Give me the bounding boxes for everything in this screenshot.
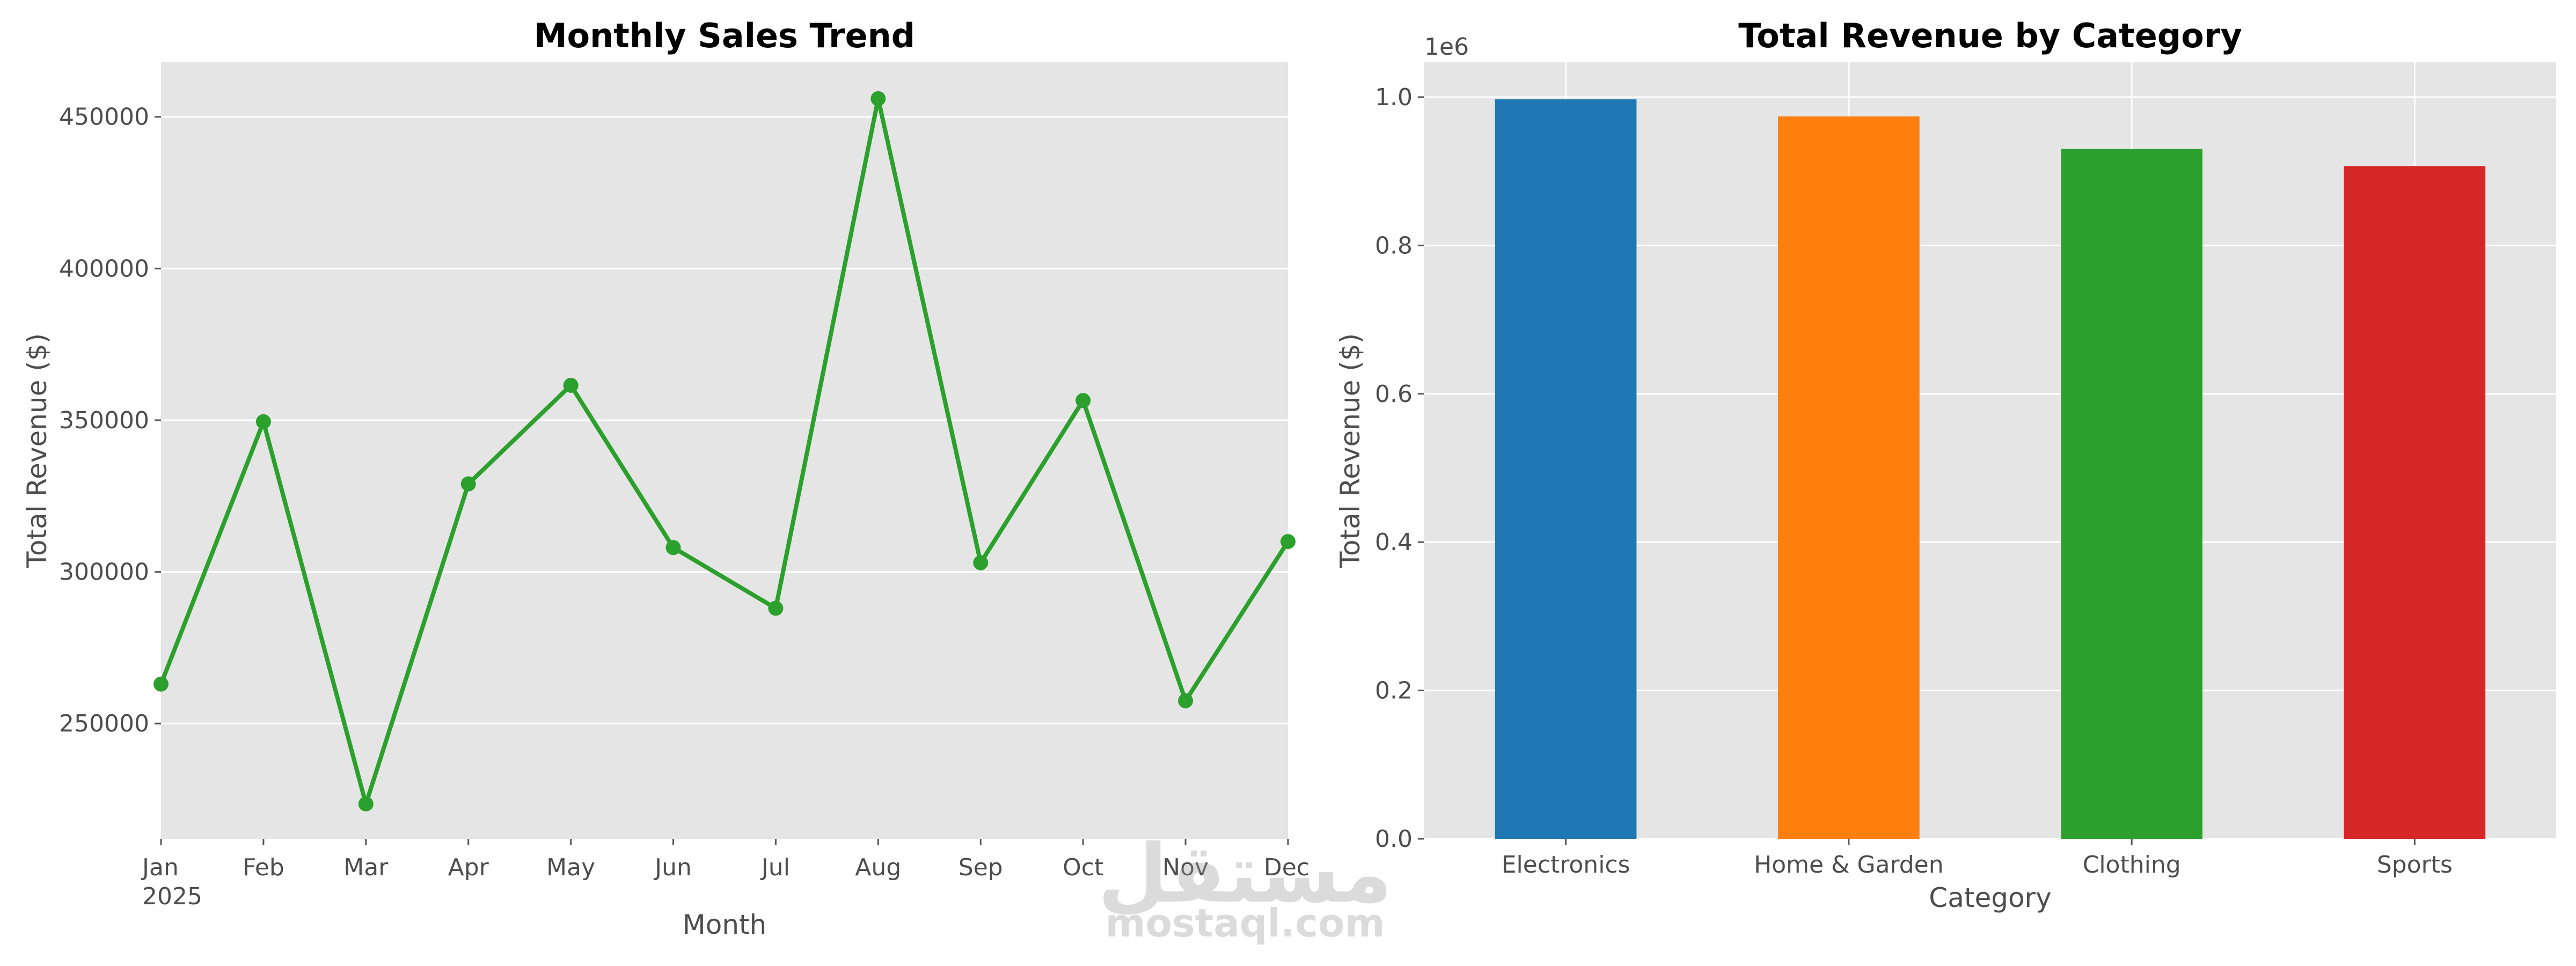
y-tick-label: 0.4 bbox=[1375, 529, 1413, 556]
y-offset-label: 1e6 bbox=[1424, 33, 1469, 61]
y-tick-label: 0.2 bbox=[1375, 677, 1413, 705]
y-tick-label: 0.6 bbox=[1375, 380, 1413, 408]
x-axis-label: Month bbox=[683, 909, 767, 940]
data-point bbox=[460, 476, 476, 492]
x-tick-label: Aug bbox=[855, 854, 901, 881]
x-tick-label: Sep bbox=[958, 854, 1003, 881]
chart-title: Total Revenue by Category bbox=[1738, 16, 2242, 55]
y-tick-label: 1.0 bbox=[1375, 84, 1413, 111]
x-tick-label: Nov bbox=[1162, 854, 1209, 881]
x-tick-label: Apr bbox=[448, 854, 489, 881]
data-point bbox=[870, 91, 886, 106]
watermark: مستقل mostaql.com bbox=[1098, 828, 1393, 946]
x-tick-label: Home & Garden bbox=[1754, 851, 1943, 879]
watermark-latin: mostaql.com bbox=[1105, 901, 1385, 946]
data-point bbox=[665, 540, 681, 555]
x-tick-label: Jul bbox=[760, 854, 790, 881]
y-tick-label: 300000 bbox=[59, 559, 149, 586]
x-tick-label: Mar bbox=[343, 854, 389, 881]
x-tick-label: Sports bbox=[2377, 851, 2453, 879]
data-point bbox=[768, 601, 784, 616]
y-axis-label: Total Revenue ($) bbox=[1335, 333, 1366, 568]
chart-title: Monthly Sales Trend bbox=[534, 16, 915, 55]
x-tick-label: May bbox=[546, 854, 595, 881]
x-tick-label: Oct bbox=[1063, 854, 1103, 881]
y-tick-label: 0.8 bbox=[1375, 232, 1413, 259]
bar bbox=[2344, 166, 2486, 839]
data-point bbox=[255, 414, 271, 429]
y-tick-label: 450000 bbox=[59, 104, 149, 131]
data-point bbox=[1178, 693, 1194, 708]
watermark-arabic: مستقل bbox=[1098, 828, 1393, 921]
x-tick-label: Clothing bbox=[2083, 851, 2181, 879]
x-axis-label: Category bbox=[1929, 882, 2051, 913]
x-year-label: 2025 bbox=[142, 883, 202, 910]
y-tick-label: 400000 bbox=[59, 255, 149, 282]
x-tick-label: Electronics bbox=[1502, 851, 1630, 879]
x-tick-label: Feb bbox=[243, 854, 284, 881]
x-tick-label: Jan bbox=[141, 854, 179, 881]
y-tick-label: 250000 bbox=[59, 710, 149, 737]
monthly-sales-line-chart: 250000 300000 350000 400000 450000 Jan Feb Mar A… bbox=[21, 16, 1309, 940]
x-tick-label: Jun bbox=[653, 854, 692, 881]
bar bbox=[1495, 99, 1637, 839]
series-line bbox=[159, 96, 1290, 806]
bar bbox=[1778, 116, 1920, 839]
data-point bbox=[563, 377, 579, 393]
revenue-by-category-bar-chart: 0.0 0.2 0.4 0.6 0.8 1.0 Electronics Home & Gard… bbox=[1335, 16, 2556, 913]
data-point bbox=[358, 796, 374, 811]
data-point bbox=[1075, 393, 1091, 408]
plot-area bbox=[161, 62, 1288, 839]
data-point bbox=[973, 555, 989, 570]
data-point bbox=[1280, 534, 1296, 550]
y-tick-label: 0.0 bbox=[1375, 825, 1413, 853]
y-axis-label: Total Revenue ($) bbox=[21, 333, 53, 568]
x-tick-label: Dec bbox=[1264, 854, 1309, 881]
data-point bbox=[153, 676, 169, 692]
bar bbox=[2061, 149, 2202, 839]
y-tick-label: 350000 bbox=[59, 407, 149, 434]
